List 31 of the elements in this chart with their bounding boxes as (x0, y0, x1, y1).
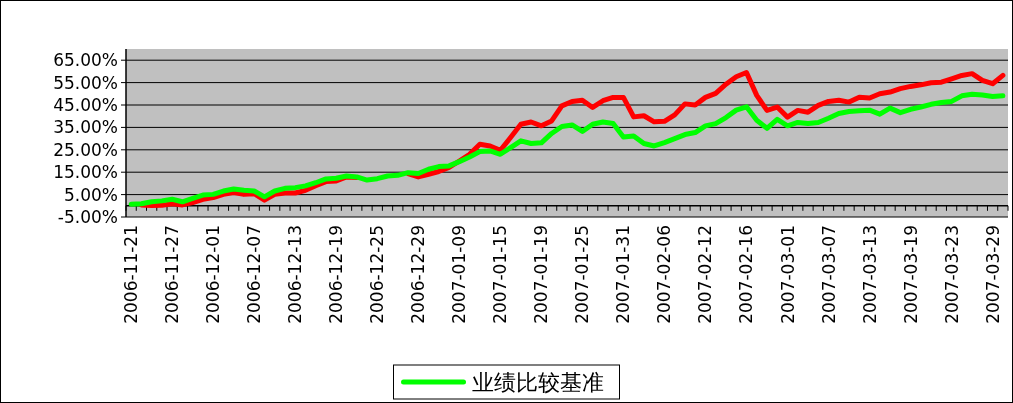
y-tick-label: 5.00% (63, 184, 118, 205)
x-tick-label: 2007-01-19 (531, 225, 552, 324)
x-tick-label: 2007-02-12 (695, 225, 716, 324)
y-tick-label: 65.00% (53, 50, 118, 71)
y-tick-label: 15.00% (53, 162, 118, 183)
x-tick-label: 2007-03-23 (941, 225, 962, 324)
x-tick-label: 2007-03-13 (859, 225, 880, 324)
x-tick-label: 2006-11-21 (121, 225, 142, 324)
x-tick-label: 2006-12-25 (367, 225, 388, 324)
x-tick-label: 2007-02-16 (736, 225, 757, 324)
x-tick-label: 2007-01-09 (449, 225, 470, 324)
x-tick-label: 2007-01-15 (490, 225, 511, 324)
x-tick-label: 2006-12-07 (244, 225, 265, 324)
legend-label: 业绩比较基准 (471, 370, 604, 395)
x-tick-label: 2006-12-29 (408, 225, 429, 324)
y-tick-label: 35.00% (53, 117, 118, 138)
y-tick-label: 45.00% (53, 95, 118, 115)
x-tick-label: 2007-01-25 (572, 225, 593, 324)
x-tick-label: 2007-02-06 (654, 225, 675, 324)
y-tick-label: 55.00% (53, 72, 118, 93)
x-tick-label: 2007-01-31 (613, 225, 634, 324)
x-tick-label: 2006-12-13 (285, 225, 306, 324)
x-tick-label: 2007-03-29 (982, 225, 1003, 324)
y-tick-label: -5.00% (57, 207, 118, 227)
x-tick-label: 2007-03-07 (818, 225, 839, 324)
y-tick-label: 25.00% (53, 139, 118, 160)
x-tick-label: 2007-03-19 (900, 225, 921, 324)
x-tick-label: 2006-12-01 (203, 225, 224, 324)
x-tick-label: 2007-03-01 (777, 225, 798, 324)
x-tick-label: 2006-12-19 (326, 225, 347, 324)
x-tick-label: 2006-11-27 (162, 225, 183, 324)
